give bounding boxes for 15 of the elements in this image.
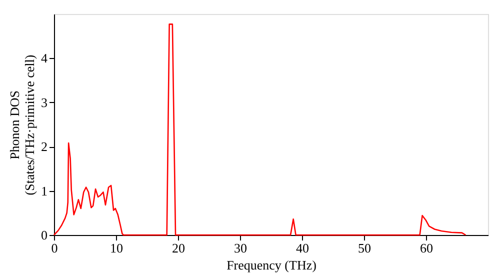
x-tick-label: 30 bbox=[234, 240, 247, 256]
x-tick-label: 0 bbox=[51, 240, 58, 256]
x-axis-title: Frequency (THz) bbox=[226, 258, 316, 272]
line-series bbox=[53, 24, 466, 236]
y-tick-label: 4 bbox=[41, 50, 48, 66]
x-tick-label: 50 bbox=[358, 240, 371, 256]
y-tick-label: 0 bbox=[41, 228, 48, 242]
x-tick-label: 40 bbox=[296, 240, 309, 256]
y-axis-title: Phonon DOS (States/THz·primitive cell) bbox=[7, 54, 37, 196]
x-tick-label: 10 bbox=[110, 240, 123, 256]
y-tick-label: 1 bbox=[41, 183, 48, 198]
x-tick-label: 20 bbox=[172, 240, 185, 256]
x-tick-label: 60 bbox=[420, 240, 433, 256]
y-tick-label: 3 bbox=[41, 94, 48, 110]
y-tick-label: 2 bbox=[41, 139, 48, 154]
